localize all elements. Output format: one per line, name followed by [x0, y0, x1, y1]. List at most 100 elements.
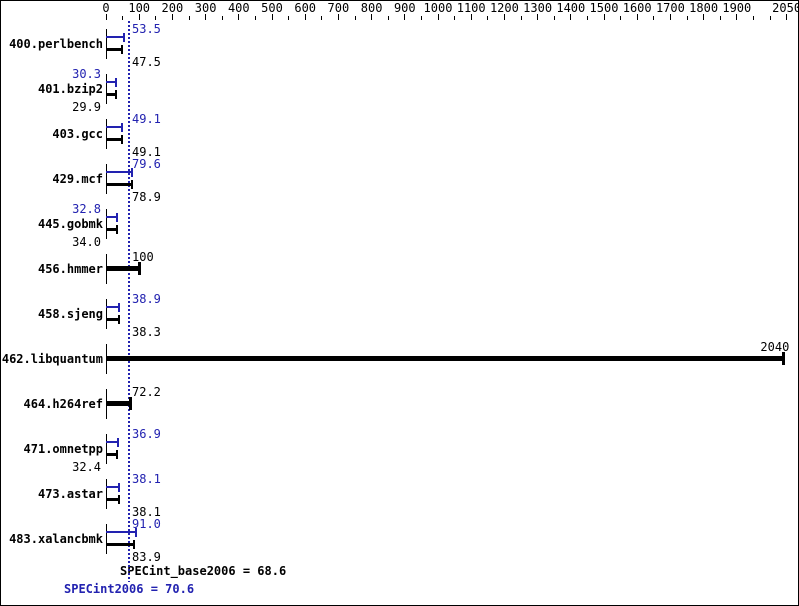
base-bar: [106, 266, 140, 271]
axis-major-tick: [138, 14, 140, 20]
axis-tick-label: 300: [194, 1, 217, 15]
row-bracket: [106, 164, 107, 194]
axis-major-tick: [703, 14, 705, 20]
base-value-label: 49.1: [132, 145, 161, 159]
base-value-label: 2040: [760, 340, 790, 354]
benchmark-label: 456.hmmer: [37, 262, 103, 276]
base-bar: [106, 318, 119, 321]
row-bracket: [106, 119, 107, 149]
axis-minor-tick: [321, 16, 323, 20]
axis-tick-label: 900: [393, 1, 416, 15]
axis-major-tick: [105, 14, 107, 20]
peak-bar: [106, 36, 124, 38]
axis-major-tick: [570, 14, 572, 20]
peak-value-label: 32.8: [72, 202, 101, 216]
base-bar: [106, 453, 117, 456]
peak-bar-endcap: [117, 483, 120, 492]
peak-bar-endcap: [115, 213, 118, 222]
axis-tick-label: 200: [161, 1, 184, 15]
base-bar: [106, 543, 134, 546]
axis-minor-tick: [487, 16, 489, 20]
base-value-label: 29.9: [72, 100, 101, 114]
base-bar: [106, 356, 784, 361]
peak-bar: [106, 171, 133, 173]
axis-tick-label: 1300: [523, 1, 553, 15]
peak-bar: [106, 531, 137, 533]
row-bracket: [106, 434, 107, 464]
peak-value-label: 53.5: [132, 22, 161, 36]
peak-value-label: 36.9: [132, 427, 161, 441]
axis-tick-label: 1600: [622, 1, 652, 15]
axis-tick-label: 400: [227, 1, 250, 15]
base-bar-endcap: [116, 225, 119, 234]
reference-line-dotted: [128, 21, 131, 582]
base-value-label: 38.1: [132, 505, 161, 519]
benchmark-label: 445.gobmk: [37, 217, 103, 231]
peak-bar-endcap: [117, 303, 120, 312]
peak-bar: [106, 441, 119, 443]
axis-major-tick: [171, 14, 173, 20]
axis-tick-label: 500: [261, 1, 283, 15]
base-bar-endcap: [131, 180, 134, 189]
row-bracket: [106, 479, 107, 509]
base-value-label: 34.0: [72, 235, 101, 249]
base-value-label: 32.4: [72, 460, 101, 474]
axis-minor-tick: [188, 16, 190, 20]
axis-minor-tick: [719, 16, 721, 20]
base-bar: [106, 138, 123, 141]
benchmark-label: 483.xalancbmk: [9, 532, 103, 546]
base-bar-endcap: [782, 352, 786, 365]
axis-tick-label: 600: [294, 1, 317, 15]
base-bar: [106, 498, 119, 501]
base-bar-endcap: [114, 90, 117, 99]
axis-minor-tick: [288, 16, 290, 20]
axis-minor-tick: [122, 16, 124, 20]
peak-value-label: 30.3: [72, 67, 101, 81]
axis-major-tick: [304, 14, 306, 20]
axis-tick-label: 700: [327, 1, 350, 15]
base-value-label: 38.3: [132, 325, 161, 339]
axis-minor-tick: [653, 16, 655, 20]
axis-major-tick: [404, 14, 406, 20]
benchmark-label: 401.bzip2: [37, 82, 103, 96]
specint-peak-summary: SPECint2006 = 70.6: [64, 582, 195, 596]
benchmark-label: 403.gcc: [52, 127, 103, 141]
peak-bar: [106, 126, 123, 128]
peak-bar: [106, 486, 119, 488]
base-value-label: 78.9: [132, 190, 161, 204]
base-bar: [106, 401, 130, 406]
axis-major-tick: [503, 14, 505, 20]
benchmark-label: 429.mcf: [52, 172, 103, 186]
axis-tick-label: 1200: [489, 1, 519, 15]
peak-bar-endcap: [135, 528, 138, 537]
axis-tick-label: 1100: [456, 1, 486, 15]
base-bar-endcap: [115, 450, 118, 459]
axis-tick-label: 1700: [655, 1, 685, 15]
axis-tick-label: 100: [128, 1, 151, 15]
axis-major-tick: [603, 14, 605, 20]
axis-minor-tick: [752, 16, 754, 20]
axis-minor-tick: [620, 16, 622, 20]
axis-tick-label: 1900: [722, 1, 752, 15]
axis-minor-tick: [520, 16, 522, 20]
base-bar: [106, 183, 133, 186]
benchmark-label: 400.perlbench: [9, 37, 103, 51]
axis-major-tick: [736, 14, 738, 20]
axis-major-tick: [238, 14, 240, 20]
axis-major-tick: [636, 14, 638, 20]
row-bracket: [106, 29, 107, 59]
axis-major-tick: [470, 14, 472, 20]
axis-major-tick: [786, 14, 788, 20]
axis-minor-tick: [420, 16, 422, 20]
row-bracket: [106, 209, 107, 239]
axis-minor-tick: [387, 16, 389, 20]
axis-minor-tick: [686, 16, 688, 20]
base-bar: [106, 93, 116, 96]
axis-minor-tick: [354, 16, 356, 20]
axis-major-tick: [371, 14, 373, 20]
axis-tick-label: 0: [102, 1, 110, 15]
peak-bar: [106, 306, 119, 308]
benchmark-label: 458.sjeng: [37, 307, 103, 321]
axis-major-tick: [271, 14, 273, 20]
axis-major-tick: [337, 14, 339, 20]
